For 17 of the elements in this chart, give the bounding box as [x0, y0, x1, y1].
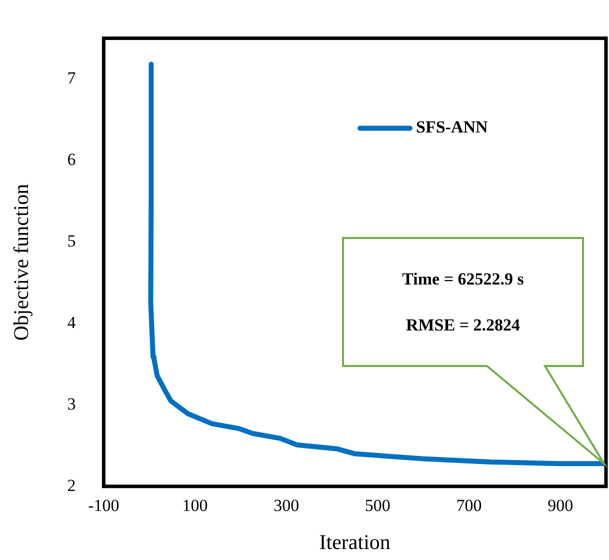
y-tick-label: 2	[67, 476, 76, 495]
annotation: Time = 62522.9 s	[402, 269, 524, 288]
x-tick-label: 100	[182, 496, 208, 516]
x-tick-label: -100	[88, 496, 120, 516]
y-tick-label: 5	[67, 231, 76, 250]
y-tick-label: 4	[67, 312, 76, 332]
y-tick-label: 3	[67, 394, 76, 414]
x-tick-label: 300	[274, 496, 300, 516]
x-axis-title: Iteration	[319, 530, 391, 554]
annotation: RMSE = 2.2824	[406, 315, 521, 334]
legend-label: SFS-ANN	[416, 118, 489, 137]
x-tick-label: 700	[456, 496, 482, 516]
y-axis-title: Objective function	[9, 183, 34, 341]
x-tick-label: 900	[548, 496, 574, 516]
y-tick-label: 6	[67, 150, 76, 169]
x-tick-label: 500	[364, 496, 390, 516]
y-tick-label: 7	[67, 68, 76, 88]
